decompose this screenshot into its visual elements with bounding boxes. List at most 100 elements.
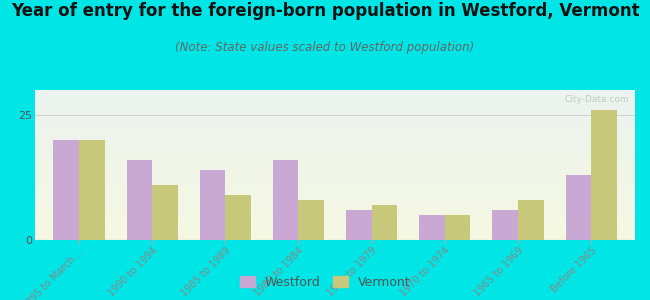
Bar bbox=[35, 118, 635, 119]
Bar bbox=[35, 141, 635, 142]
Bar bbox=[35, 212, 635, 213]
Bar bbox=[35, 233, 635, 234]
Bar bbox=[35, 223, 635, 224]
Text: City-Data.com: City-Data.com bbox=[564, 94, 629, 103]
Bar bbox=[35, 174, 635, 175]
Bar bbox=[35, 218, 635, 219]
Bar bbox=[35, 164, 635, 165]
Bar bbox=[35, 214, 635, 215]
Bar bbox=[35, 155, 635, 156]
Bar bbox=[35, 101, 635, 102]
Bar bbox=[35, 175, 635, 176]
Bar bbox=[35, 185, 635, 186]
Legend: Westford, Vermont: Westford, Vermont bbox=[235, 271, 415, 294]
Bar bbox=[35, 190, 635, 191]
Bar bbox=[35, 92, 635, 93]
Text: (Note: State values scaled to Westford population): (Note: State values scaled to Westford p… bbox=[176, 40, 474, 53]
Bar bbox=[35, 94, 635, 95]
Bar bbox=[35, 126, 635, 127]
Bar bbox=[35, 205, 635, 206]
Bar bbox=[35, 162, 635, 163]
Bar bbox=[35, 109, 635, 110]
Bar bbox=[35, 93, 635, 94]
Bar bbox=[35, 133, 635, 134]
Bar bbox=[35, 112, 635, 113]
Bar bbox=[35, 215, 635, 216]
Bar bbox=[372, 205, 397, 240]
Bar bbox=[445, 215, 471, 240]
Text: Year of entry for the foreign-born population in Westford, Vermont: Year of entry for the foreign-born popul… bbox=[10, 2, 640, 20]
Bar bbox=[35, 100, 635, 101]
Bar bbox=[35, 222, 635, 223]
Bar bbox=[35, 160, 635, 161]
Bar bbox=[35, 227, 635, 228]
Bar bbox=[35, 228, 635, 229]
Bar bbox=[35, 151, 635, 152]
Bar bbox=[35, 125, 635, 126]
Bar bbox=[35, 209, 635, 210]
Bar bbox=[35, 207, 635, 208]
Bar bbox=[35, 186, 635, 187]
Bar bbox=[35, 220, 635, 221]
Bar bbox=[35, 131, 635, 132]
Bar bbox=[35, 137, 635, 138]
Bar bbox=[35, 153, 635, 154]
Bar bbox=[566, 175, 591, 240]
Bar bbox=[35, 102, 635, 103]
Bar bbox=[35, 103, 635, 104]
Bar bbox=[35, 229, 635, 230]
Bar bbox=[591, 110, 617, 240]
Bar bbox=[79, 140, 105, 240]
Bar bbox=[35, 145, 635, 146]
Bar bbox=[35, 234, 635, 235]
Bar bbox=[35, 195, 635, 196]
Bar bbox=[35, 161, 635, 162]
Bar bbox=[35, 149, 635, 150]
Bar bbox=[35, 169, 635, 170]
Bar bbox=[35, 179, 635, 180]
Bar bbox=[35, 219, 635, 220]
Bar bbox=[35, 113, 635, 114]
Bar bbox=[35, 196, 635, 197]
Bar bbox=[35, 152, 635, 153]
Bar bbox=[35, 144, 635, 145]
Bar bbox=[35, 202, 635, 203]
Bar bbox=[35, 178, 635, 179]
Bar bbox=[35, 128, 635, 129]
Bar bbox=[35, 176, 635, 177]
Bar bbox=[35, 97, 635, 98]
Bar bbox=[152, 185, 177, 240]
Bar bbox=[35, 168, 635, 169]
Bar bbox=[35, 134, 635, 135]
Bar bbox=[35, 121, 635, 122]
Bar bbox=[35, 111, 635, 112]
Bar bbox=[35, 192, 635, 193]
Bar bbox=[35, 95, 635, 96]
Bar bbox=[35, 238, 635, 239]
Bar bbox=[273, 160, 298, 240]
Bar bbox=[35, 142, 635, 143]
Bar bbox=[35, 201, 635, 202]
Bar bbox=[35, 206, 635, 207]
Bar bbox=[35, 124, 635, 125]
Bar bbox=[35, 114, 635, 115]
Bar bbox=[35, 226, 635, 227]
Bar bbox=[35, 130, 635, 131]
Bar bbox=[35, 232, 635, 233]
Bar bbox=[35, 107, 635, 108]
Bar bbox=[419, 215, 445, 240]
Bar bbox=[35, 123, 635, 124]
Bar bbox=[35, 193, 635, 194]
Bar bbox=[35, 91, 635, 92]
Bar bbox=[35, 160, 635, 161]
Bar bbox=[35, 140, 635, 141]
Bar bbox=[35, 147, 635, 148]
Bar bbox=[35, 104, 635, 105]
Bar bbox=[35, 238, 635, 239]
Bar bbox=[35, 236, 635, 237]
Bar bbox=[35, 157, 635, 158]
Bar bbox=[35, 230, 635, 231]
Bar bbox=[200, 170, 226, 240]
Bar bbox=[35, 148, 635, 149]
Bar bbox=[35, 106, 635, 107]
